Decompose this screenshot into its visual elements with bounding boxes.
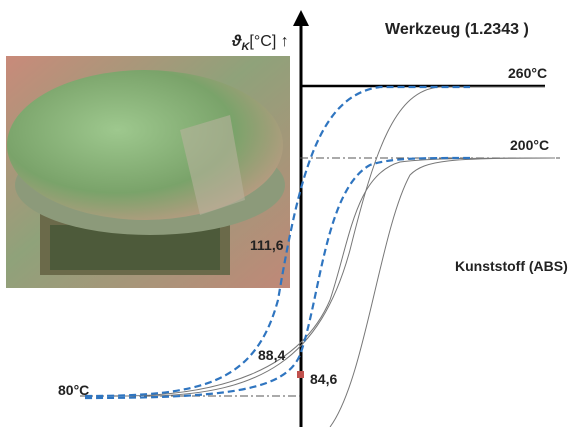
photo (6, 56, 290, 288)
axis-arrow (293, 10, 309, 26)
diagram: ϑK[°C] ↑ Werkzeug (1.2343 ) 260°C 200°C … (0, 0, 571, 427)
axis-symbol: ϑ (231, 33, 242, 50)
material-label: Kunststoff (ABS) (455, 258, 568, 274)
level-label: 80°C (58, 382, 89, 398)
point-label: 111,6 (250, 237, 284, 253)
axis-label: ϑK[°C] ↑ (231, 33, 289, 53)
contact-point (297, 371, 304, 378)
point-label: 84,6 (310, 371, 337, 387)
point-label: 88,4 (258, 347, 285, 363)
level-label: 200°C (510, 137, 549, 153)
level-label: 260°C (508, 65, 547, 81)
title: Werkzeug (1.2343 ) (385, 21, 529, 38)
axis-unit: [°C] ↑ (249, 33, 288, 50)
